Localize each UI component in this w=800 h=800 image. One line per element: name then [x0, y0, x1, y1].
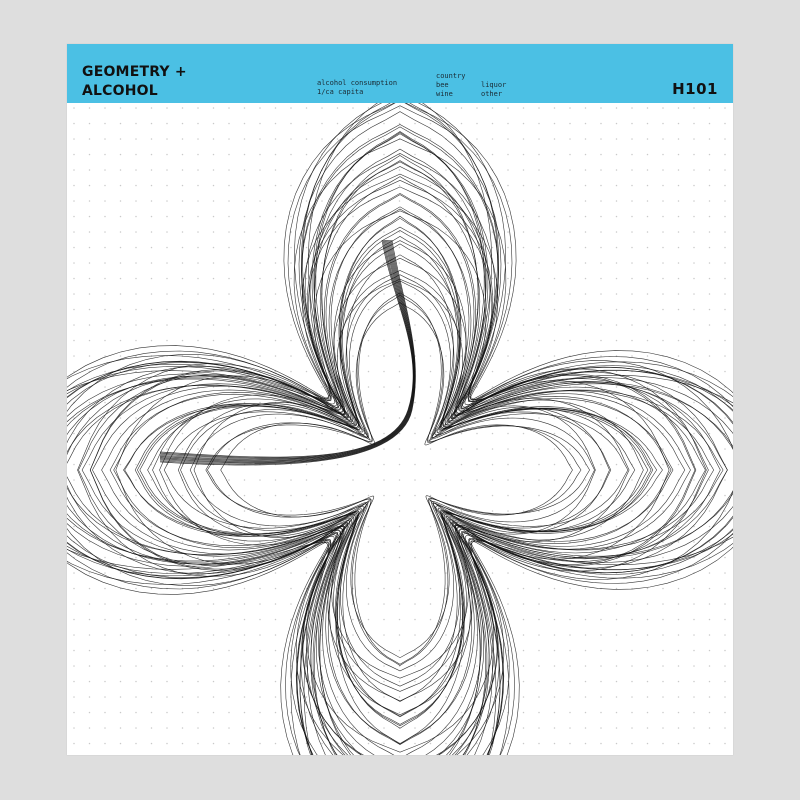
star-curve-bundle: [159, 239, 416, 466]
legend-column-1: country bee wine: [436, 72, 466, 99]
star-curve: [177, 270, 610, 692]
star-curve: [207, 294, 582, 666]
legend-item-wine: wine: [436, 90, 453, 98]
star-curve-bundle: [159, 239, 416, 465]
subtitle-line-2: 1/ca capita: [317, 88, 364, 96]
star-curve: [67, 111, 733, 755]
star-curve: [189, 280, 595, 672]
star-curve-bundle: [159, 239, 415, 460]
legend-item-other: other: [481, 90, 503, 98]
star-curve: [67, 103, 733, 755]
star-curve: [180, 274, 612, 687]
star-line-artwork: [67, 103, 733, 755]
star-curve-bundle: [159, 239, 416, 463]
poster-title: GEOMETRY + ALCOHOL: [82, 63, 187, 101]
star-curve-bundle: [159, 239, 414, 459]
subtitle-line-1: alcohol consumption: [317, 79, 398, 87]
star-curve: [67, 103, 733, 755]
star-curve-bundle: [159, 239, 414, 458]
star-curve: [109, 206, 674, 745]
star-curve: [67, 155, 724, 755]
star-curve: [67, 103, 733, 755]
star-curve: [67, 138, 733, 755]
poster-subtitle: alcohol consumption 1/ca capita: [317, 79, 397, 97]
legend-item-bee: bee: [436, 81, 449, 89]
star-curve: [67, 103, 733, 755]
star-curve: [220, 302, 573, 659]
star-curve: [67, 105, 733, 755]
star-curve: [113, 208, 672, 744]
star-curve: [67, 132, 733, 755]
star-curves: [67, 103, 733, 755]
legend-item-liquor: liquor: [481, 81, 507, 89]
star-curve: [163, 254, 629, 702]
title-line-2: ALCOHOL: [82, 83, 158, 99]
star-curve: [152, 240, 644, 716]
star-curve: [139, 236, 649, 718]
star-curve: [67, 103, 733, 755]
poster-header: GEOMETRY + ALCOHOL alcohol consumption 1…: [67, 44, 733, 103]
star-curve-bundle: [159, 239, 415, 462]
star-curve: [123, 215, 663, 745]
star-curve: [205, 292, 590, 665]
star-curve: [101, 194, 686, 755]
legend-item-country: country: [436, 72, 466, 80]
poster-code: H101: [672, 80, 718, 98]
star-curve: [67, 133, 733, 755]
star-curve: [67, 161, 721, 755]
title-line-1: GEOMETRY +: [82, 64, 187, 80]
star-curve: [92, 192, 691, 755]
star-curve-bundle: [159, 239, 416, 464]
star-curve-bundle: [159, 239, 415, 461]
star-curve: [159, 257, 630, 702]
star-curve-bundle: [159, 239, 415, 460]
legend-column-2: liquor other: [481, 81, 506, 99]
poster: GEOMETRY + ALCOHOL alcohol consumption 1…: [67, 44, 733, 755]
star-curve: [67, 131, 733, 755]
